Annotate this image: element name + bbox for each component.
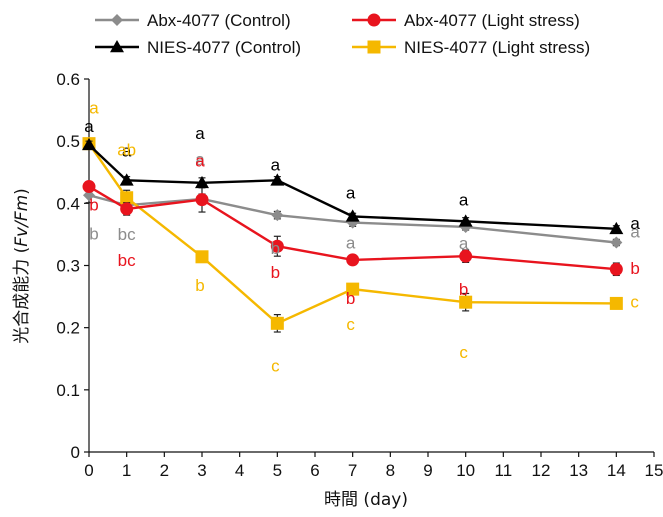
x-tick-label: 15 [645, 461, 663, 480]
data-point [195, 193, 209, 207]
y-axis-title-prefix: 光合成能力 ( [12, 247, 32, 344]
data-point [82, 137, 96, 151]
x-tick-label: 10 [456, 461, 475, 480]
legend-label: NIES-4077 (Control) [147, 38, 301, 57]
data-point [346, 282, 360, 296]
x-tick-label: 4 [235, 461, 244, 480]
x-tick-label: 5 [273, 461, 282, 480]
y-axis-title: 光合成能力 (Fv/Fm) [12, 188, 32, 344]
data-point [346, 253, 360, 267]
x-tick-label: 1 [122, 461, 131, 480]
data-point [270, 173, 285, 186]
y-tick-label: 0.6 [56, 70, 80, 89]
x-tick-label: 14 [607, 461, 626, 480]
data-point [459, 249, 473, 263]
data-point [270, 316, 284, 330]
significance-letter: b [89, 224, 98, 243]
data-point [610, 236, 623, 249]
significance-letter: c [346, 315, 355, 334]
x-tick-label: 11 [495, 461, 513, 480]
data-point [82, 180, 96, 194]
data-point [458, 214, 473, 227]
significance-letter: a [195, 152, 205, 171]
data-point [120, 202, 134, 216]
significance-letter: a [195, 124, 205, 143]
axes: 0 1 2 3 4 5 6 7 8 9 10 11 12 13 14 1500.10.20.30.40.50.… [56, 70, 663, 480]
significance-letter: b [271, 239, 280, 258]
data-point [120, 191, 134, 205]
legend-entry: NIES-4077 (Control) [95, 38, 301, 57]
y-tick-label: 0.1 [56, 381, 80, 400]
x-tick-label: 8 [386, 461, 395, 480]
x-tick-label: 6 [310, 461, 319, 480]
data-point [271, 209, 284, 222]
significance-letter: b [271, 263, 280, 282]
legend-entry: Abx-4077 (Control) [95, 11, 291, 30]
legend-marker [110, 40, 124, 53]
significance-letter: b [195, 276, 204, 295]
data-point [609, 296, 623, 310]
data-point [270, 239, 284, 253]
legend-label: Abx-4077 (Light stress) [404, 11, 580, 30]
legend-marker [367, 13, 381, 27]
significance-letter: bc [118, 251, 136, 270]
significance-letter: b [630, 259, 639, 278]
significance-letter: b [459, 280, 468, 299]
y-axis-title-suffix: ) [12, 188, 32, 195]
significance-letter: b [89, 196, 98, 215]
legend: Abx-4077 (Control) NIES-4077 (Control) Abx… [95, 11, 590, 57]
x-tick-label: 2 [160, 461, 169, 480]
data-point [609, 221, 624, 235]
significance-letter: c [271, 356, 280, 375]
data-point [195, 250, 209, 264]
significance-letter: c [630, 292, 639, 311]
x-tick-label: 13 [569, 461, 588, 480]
y-tick-label: 0.3 [56, 257, 80, 276]
x-tick-label: 3 [197, 461, 206, 480]
x-axis-title: 時間 (day) [324, 490, 408, 510]
significance-letter: a [630, 214, 640, 233]
data-point [119, 173, 134, 186]
data-point [345, 209, 360, 222]
y-tick-label: 0 [71, 443, 80, 462]
legend-label: Abx-4077 (Control) [147, 11, 291, 30]
significance-letter: a [346, 234, 356, 253]
data-point [195, 175, 209, 189]
significance-letter: a [630, 222, 640, 241]
legend-entry: Abx-4077 (Light stress) [352, 11, 580, 30]
significance-letter: b [346, 289, 355, 308]
significance-letter: a [195, 150, 205, 169]
significance-letter: a [89, 99, 99, 118]
data-point [609, 262, 623, 276]
y-axis-title-italic: Fv/Fm [12, 195, 32, 247]
significance-letter: a [84, 117, 94, 136]
y-tick-label: 0.5 [56, 132, 80, 151]
series-triangle [82, 137, 624, 235]
significance-letter: a [459, 190, 469, 209]
x-tick-label: 7 [348, 461, 357, 480]
legend-marker [111, 14, 123, 26]
significance-letter: a [346, 183, 356, 202]
significance-letter: bc [118, 225, 136, 244]
significance-letter: a [459, 234, 469, 253]
legend-label: NIES-4077 (Light stress) [404, 38, 590, 57]
significance-letter: c [459, 343, 468, 362]
series-layer [82, 137, 624, 333]
y-tick-label: 0.2 [56, 319, 80, 338]
significance-letter: ab [117, 141, 136, 160]
legend-entry: NIES-4077 (Light stress) [352, 38, 590, 57]
significance-letter: a [122, 141, 132, 160]
series-circle [82, 180, 623, 277]
y-tick-label: 0.4 [56, 194, 80, 213]
legend-marker [367, 40, 381, 54]
x-tick-label: 0 [84, 461, 93, 480]
data-point [459, 295, 473, 309]
x-tick-label: 9 [423, 461, 432, 480]
significance-letter: a [271, 155, 281, 174]
x-tick-label: 12 [532, 461, 551, 480]
